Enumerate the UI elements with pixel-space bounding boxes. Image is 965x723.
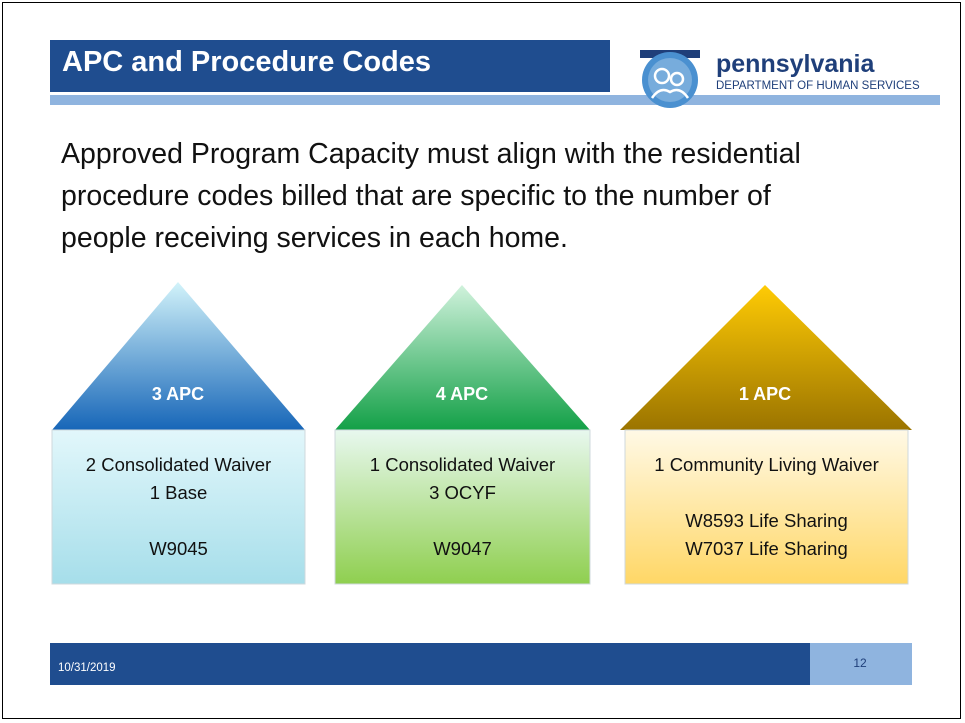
body-line: people receiving services in each home. [61,222,568,254]
house-box [334,429,591,585]
logo-department: DEPARTMENT OF HUMAN SERVICES [716,80,920,92]
house-text: 1 Consolidated Waiver 3 OCYF W9047 [335,430,590,584]
footer-bar [50,643,810,685]
description-line: 2 Consolidated Waiver [85,454,272,475]
body-text: Approved Program Capacity must align wit… [61,133,801,259]
title-bar [50,40,610,92]
description-line: 3 OCYF [429,482,496,503]
footer-date: 10/31/2019 [58,662,116,674]
description-line: 1 Base [149,482,208,503]
roof-label: 1 APC [738,384,792,404]
house-roof [52,282,305,430]
spacer [343,507,582,535]
roof-label: 4 APC [435,384,489,404]
logo-name: pennsylvania [716,50,875,78]
title-underline [50,95,940,105]
roof-label: 3 APC [151,384,205,404]
house-box [51,429,306,585]
page-number-box [810,643,912,685]
spacer [60,507,297,535]
house-box [624,429,909,585]
house-text: 2 Consolidated Waiver 1 Base W9045 [52,430,305,584]
description-line: 1 Community Living Waiver [654,454,879,475]
procedure-code: W7037 Life Sharing [685,538,848,559]
house-text: 1 Community Living Waiver W8593 Life Shar… [625,430,908,584]
page-number: 12 [853,656,867,670]
procedure-code: W9045 [149,538,208,559]
body-line: Approved Program Capacity must align wit… [61,138,801,170]
slide-title: APC and Procedure Codes [62,46,432,78]
houses [51,282,912,585]
description-line: 1 Consolidated Waiver [369,454,556,475]
body-line: procedure codes billed that are specific… [61,180,771,212]
spacer [633,479,900,507]
procedure-code: W8593 Life Sharing [685,510,848,531]
house-roof [620,285,912,430]
logo-icon [640,50,700,108]
house-roof [335,285,590,430]
procedure-code: W9047 [433,538,492,559]
